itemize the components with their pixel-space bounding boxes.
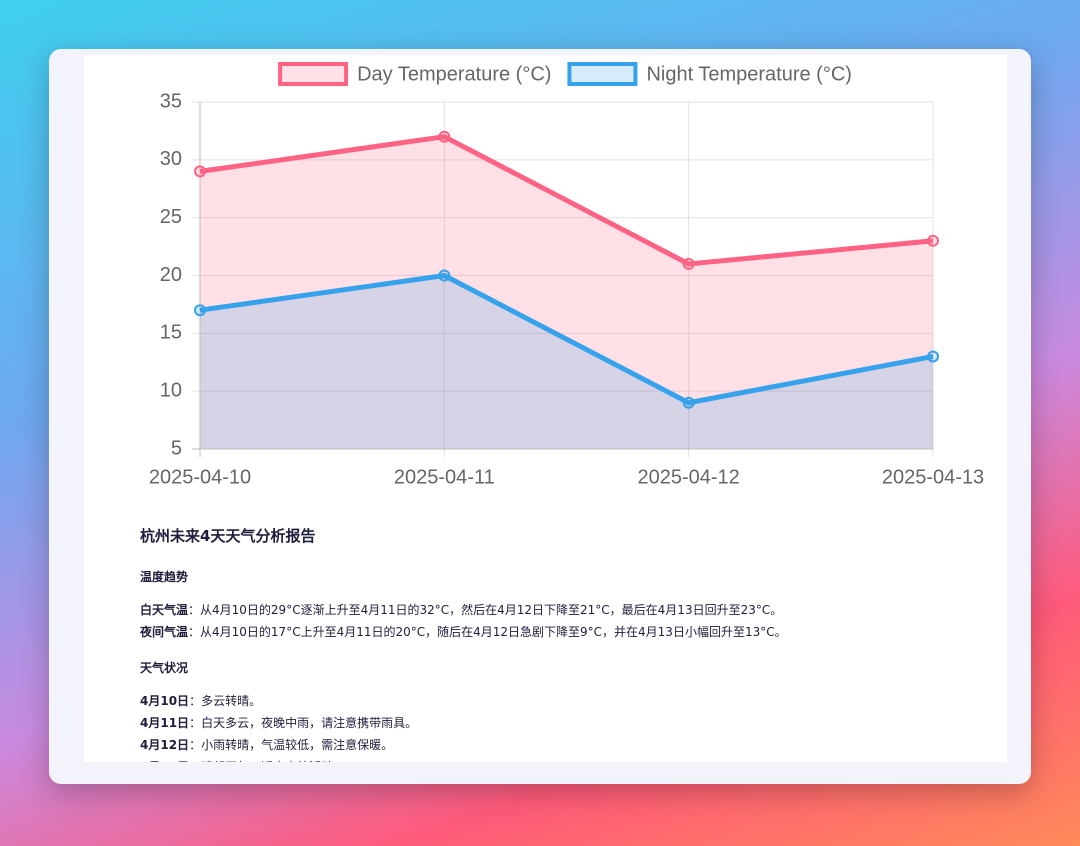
item-text: ：多云转晴。 [189, 694, 262, 708]
item-text: ：从4月10日的29°C逐渐上升至4月11日的32°C，然后在4月12日下降至2… [188, 603, 783, 617]
report-line: 4月10日：多云转晴。 [140, 690, 960, 712]
legend-label: Night Temperature (°C) [646, 63, 851, 85]
section: 温度趋势白天气温：从4月10日的29°C逐渐上升至4月11日的32°C，然后在4… [140, 568, 960, 643]
report-line: 4月11日：白天多云，夜晚中雨，请注意携带雨具。 [140, 712, 960, 734]
data-point [438, 130, 451, 143]
x-tick-label: 2025-04-13 [882, 466, 984, 488]
line [199, 134, 934, 267]
item-text: ：白天多云，夜晚中雨，请注意携带雨具。 [189, 716, 418, 730]
chart: 5 10 15 20 25 30 35 2025-04-10 2025-04-11 2025-04… [149, 62, 984, 488]
y-tick-label: 5 [171, 437, 182, 459]
data-point [194, 304, 206, 317]
y-tick-label: 25 [160, 206, 182, 228]
legend-label: Day Temperature (°C) [357, 63, 551, 85]
data-point [927, 234, 939, 247]
item-label: 夜间气温 [140, 625, 189, 639]
x-tick-label: 2025-04-12 [638, 466, 740, 488]
legend-swatch [278, 62, 349, 86]
report: 杭州未来4天天气分析报告 温度趋势白天气温：从4月10日的29°C逐渐上升至4月… [140, 525, 960, 762]
y-tick-label: 30 [160, 148, 182, 170]
content-panel: 5 10 15 20 25 30 35 2025-04-10 2025-04-11 2025-04… [84, 55, 1007, 762]
section-heading: 温度趋势 [140, 570, 189, 584]
item-label: 4月13日 [140, 760, 189, 762]
window: 5 10 15 20 25 30 35 2025-04-10 2025-04-11 2025-04… [49, 49, 1031, 784]
section: 天气状况 4月10日：多云转晴。 4月11日：白天多云，夜晚中雨，请注意携带雨具。 4… [140, 659, 960, 762]
section-heading: 天气状况 [140, 661, 189, 675]
report-line: 4月13日：晴朗天气，适宜户外活动。 [140, 756, 960, 762]
item-text: ：从4月10日的17°C上升至4月11日的20°C，随后在4月12日急剧下降至9… [188, 625, 787, 639]
item-label: 白天气温 [140, 603, 189, 617]
report-line: 夜间气温：从4月10日的17°C上升至4月11日的20°C，随后在4月12日急剧… [140, 621, 960, 643]
data-point [438, 269, 451, 282]
line [199, 273, 934, 406]
report-line: 白天气温：从4月10日的29°C逐渐上升至4月11日的32°C，然后在4月12日… [140, 599, 960, 621]
y-tick-label: 10 [160, 379, 182, 401]
data-point [682, 396, 695, 409]
report-title: 杭州未来4天天气分析报告 [140, 527, 316, 545]
item-label: 4月10日 [140, 694, 190, 708]
y-tick-label: 35 [160, 90, 182, 112]
item-text: ：小雨转晴，气温较低，需注意保暖。 [189, 738, 394, 752]
data-point [927, 350, 939, 363]
item-label: 4月11日 [140, 716, 190, 730]
item-text: ：晴朗天气，适宜户外活动。 [189, 760, 345, 762]
data-point [682, 257, 695, 270]
y-tick-label: 20 [160, 264, 182, 286]
area [200, 136, 933, 449]
x-tick-label: 2025-04-11 [394, 466, 495, 488]
area [200, 275, 933, 449]
legend-swatch [567, 62, 638, 86]
x-tick-label: 2025-04-10 [149, 466, 251, 488]
item-label: 4月12日 [140, 738, 190, 752]
data-point [194, 165, 206, 178]
report-line: 4月12日：小雨转晴，气温较低，需注意保暖。 [140, 734, 960, 756]
y-tick-label: 15 [160, 322, 182, 344]
